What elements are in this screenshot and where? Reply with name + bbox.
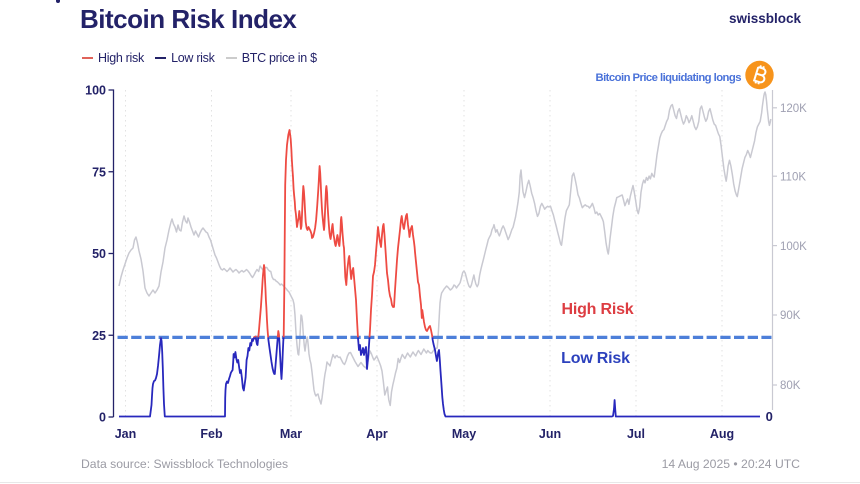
svg-text:Jul: Jul: [627, 427, 645, 441]
svg-text:Bitcoin Price liquidating long: Bitcoin Price liquidating longs: [595, 72, 741, 84]
svg-text:50: 50: [92, 247, 106, 261]
svg-text:100: 100: [85, 84, 106, 98]
svg-text:90K: 90K: [780, 310, 801, 322]
svg-text:Mar: Mar: [280, 427, 302, 441]
svg-text:75: 75: [92, 165, 106, 179]
svg-text:0: 0: [99, 411, 106, 425]
svg-text:Jun: Jun: [539, 427, 561, 441]
svg-text:25: 25: [92, 329, 106, 343]
svg-text:Apr: Apr: [366, 427, 388, 441]
svg-text:110K: 110K: [780, 171, 806, 183]
svg-text:0: 0: [766, 409, 773, 424]
svg-text:120K: 120K: [780, 103, 807, 115]
svg-text:Feb: Feb: [200, 427, 223, 441]
svg-text:80K: 80K: [780, 380, 801, 392]
svg-text:High Risk: High Risk: [562, 301, 634, 318]
svg-text:Aug: Aug: [710, 427, 734, 441]
svg-text:100K: 100K: [780, 241, 807, 253]
svg-text:May: May: [452, 427, 476, 441]
svg-text:Low Risk: Low Risk: [561, 350, 630, 367]
svg-text:Jan: Jan: [115, 427, 137, 441]
